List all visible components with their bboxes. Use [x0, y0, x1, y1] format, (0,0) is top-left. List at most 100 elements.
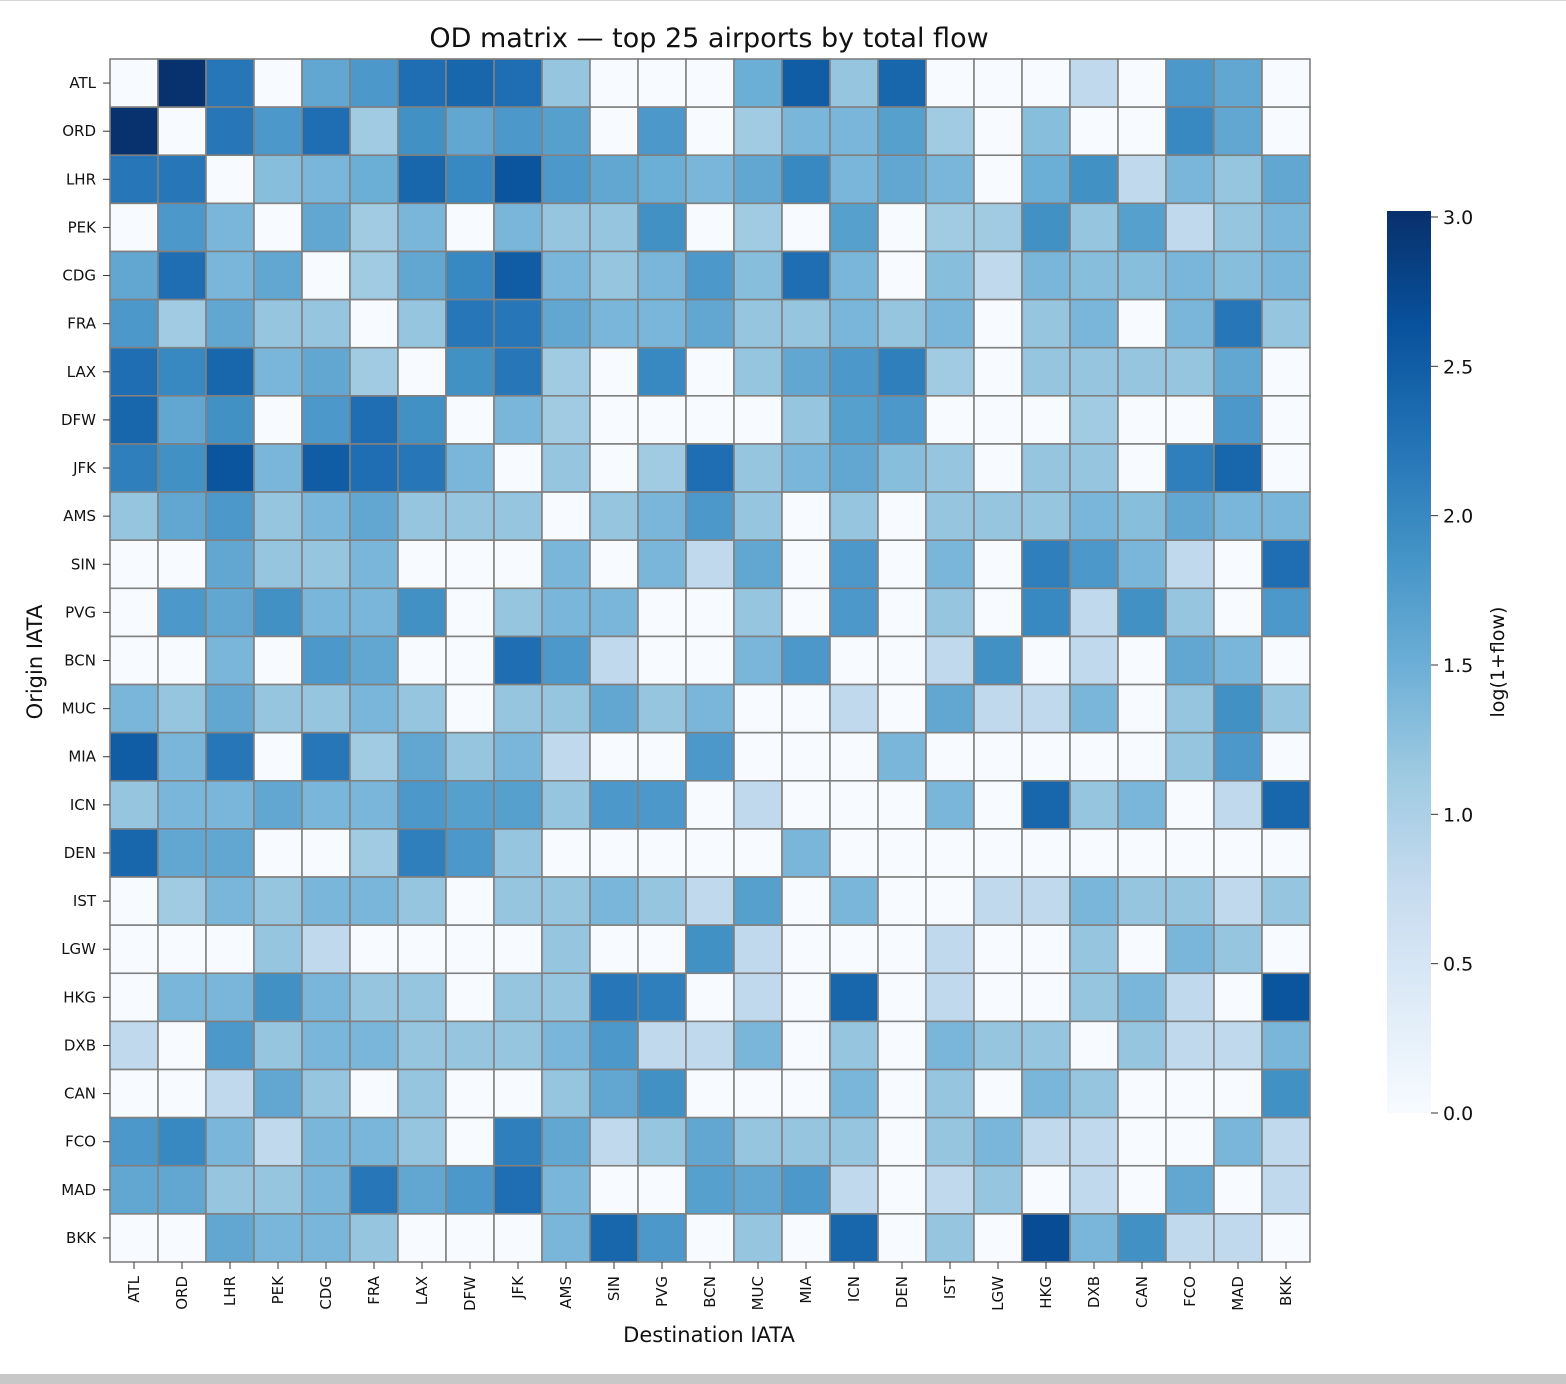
heatmap-cell-lhr-ist: [925, 154, 975, 205]
heatmap-cell-mad-mad: [1213, 1164, 1263, 1215]
heatmap-cell-ist-pek: [253, 876, 303, 926]
heatmap-cell-den-cdg: [301, 828, 351, 878]
heatmap-cell-hkg-bkk: [1261, 972, 1311, 1023]
heatmap-cell-sin-jfk: [493, 539, 543, 590]
heatmap-cell-bcn-fco: [1165, 635, 1215, 686]
heatmap-cell-pvg-ist: [925, 587, 975, 638]
heatmap-cell-ist-ams: [541, 876, 591, 926]
heatmap-cell-pek-atl: [109, 202, 159, 253]
heatmap-cell-fco-icn: [829, 1116, 879, 1167]
col-tick-labels: ATL ORD LHR PEK CDG FRA LAX DFW JFK AMS SIN PVG BCN M…: [125, 1262, 1295, 1311]
heatmap-cell-mia-fra: [349, 731, 399, 782]
heatmap-cell-dxb-ist: [925, 1020, 975, 1071]
heatmap-cell-icn-mad: [1213, 779, 1263, 830]
heatmap-cell-mia-mia: [781, 731, 831, 782]
heatmap-cell-sin-dxb: [1069, 539, 1119, 590]
heatmap-cell-bcn-bcn: [685, 635, 735, 686]
heatmap-cell-fra-jfk: [493, 298, 543, 349]
heatmap-cell-icn-dxb: [1069, 779, 1119, 830]
heatmap-cell-fra-pek: [253, 298, 303, 349]
heatmap-cell-dxb-lhr: [205, 1020, 255, 1071]
heatmap-cell-den-lax: [397, 828, 447, 878]
heatmap-cell-fco-mia: [781, 1116, 831, 1167]
heatmap-cell-mad-lhr: [205, 1164, 255, 1215]
heatmap-cell-pvg-jfk: [493, 587, 543, 638]
heatmap-cell-ord-mia: [781, 106, 831, 157]
heatmap-cell-ord-ams: [541, 106, 591, 157]
heatmap-cell-mia-can: [1117, 731, 1167, 782]
heatmap-cell-fco-pek: [253, 1116, 303, 1167]
heatmap-cell-lhr-fco: [1165, 154, 1215, 205]
heatmap-cell-ord-lax: [397, 106, 447, 157]
heatmap-cell-icn-can: [1117, 779, 1167, 830]
heatmap-cell-den-pek: [253, 828, 303, 878]
heatmap-cell-jfk-cdg: [301, 443, 351, 493]
heatmap-cell-can-mia: [781, 1068, 831, 1119]
heatmap-cell-pek-bcn: [685, 202, 735, 253]
heatmap-cell-atl-dxb: [1069, 58, 1119, 108]
heatmap-cell-bcn-icn: [829, 635, 879, 686]
heatmap-cell-mad-fco: [1165, 1164, 1215, 1215]
top-rule: [0, 0, 1566, 1]
heatmap-cell-mad-muc: [733, 1164, 783, 1215]
heatmap-cell-cdg-hkg: [1021, 250, 1071, 301]
heatmap-cell-dxb-fco: [1165, 1020, 1215, 1071]
heatmap-cell-ord-can: [1117, 106, 1167, 157]
heatmap-cell-bcn-lax: [397, 635, 447, 686]
heatmap-cell-bkk-bkk: [1261, 1213, 1311, 1263]
heatmap-cell-bkk-icn: [829, 1213, 879, 1263]
heatmap-cell-icn-mia: [781, 779, 831, 830]
heatmap-cell-lhr-can: [1117, 154, 1167, 205]
heatmap-cell-den-hkg: [1021, 828, 1071, 878]
heatmap-cell-dfw-mad: [1213, 395, 1263, 445]
heatmap-cell-icn-lhr: [205, 779, 255, 830]
heatmap-cell-bkk-den: [877, 1213, 927, 1263]
heatmap-cell-mia-sin: [589, 731, 639, 782]
heatmap-cell-hkg-muc: [733, 972, 783, 1023]
heatmap-cell-pvg-fco: [1165, 587, 1215, 638]
heatmap-cell-jfk-den: [877, 443, 927, 493]
heatmap-cell-ord-ist: [925, 106, 975, 157]
heatmap-cell-pvg-muc: [733, 587, 783, 638]
heatmap-cell-lhr-dfw: [445, 154, 495, 205]
heatmap-cell-icn-fra: [349, 779, 399, 830]
heatmap-cell-ord-dxb: [1069, 106, 1119, 157]
col-tick-label-pvg: PVG: [653, 1276, 671, 1307]
heatmap-cell-muc-jfk: [493, 683, 543, 734]
heatmap-cell-hkg-dfw: [445, 972, 495, 1023]
heatmap-cell-bkk-ord: [157, 1213, 207, 1263]
heatmap-cell-bcn-sin: [589, 635, 639, 686]
heatmap-cell-dxb-cdg: [301, 1020, 351, 1071]
heatmap-cell-fra-mad: [1213, 298, 1263, 349]
col-tick-label-fco: FCO: [1181, 1276, 1199, 1307]
heatmap-cell-den-ord: [157, 828, 207, 878]
window-bottom-scrollbar[interactable]: [0, 1374, 1566, 1384]
colorbar-tick-label: 1.0: [1443, 804, 1473, 826]
heatmap-cell-hkg-fco: [1165, 972, 1215, 1023]
heatmap-cell-muc-mia: [781, 683, 831, 734]
row-tick-label-jfk: JFK: [72, 459, 97, 477]
heatmap-cell-ord-mad: [1213, 106, 1263, 157]
heatmap-cell-mad-mia: [781, 1164, 831, 1215]
heatmap-cell-pek-jfk: [493, 202, 543, 253]
heatmap-cell-hkg-ord: [157, 972, 207, 1023]
heatmap-cell-icn-atl: [109, 779, 159, 830]
heatmap-cell-icn-ist: [925, 779, 975, 830]
heatmap-cell-fra-sin: [589, 298, 639, 349]
heatmap-cell-muc-dfw: [445, 683, 495, 734]
heatmap-cell-muc-bcn: [685, 683, 735, 734]
heatmap-cell-cdg-lgw: [973, 250, 1023, 301]
heatmap-cell-lax-ams: [541, 346, 591, 397]
heatmap-cell-bkk-hkg: [1021, 1213, 1071, 1263]
heatmap-cell-atl-bkk: [1261, 58, 1311, 108]
heatmap-cell-den-muc: [733, 828, 783, 878]
heatmap-cell-pvg-sin: [589, 587, 639, 638]
row-tick-label-pvg: PVG: [65, 603, 96, 621]
heatmap-cell-dfw-den: [877, 395, 927, 445]
heatmap-cell-pek-muc: [733, 202, 783, 253]
heatmap-cell-bcn-hkg: [1021, 635, 1071, 686]
heatmap-cell-fco-pvg: [637, 1116, 687, 1167]
heatmap-cell-sin-fra: [349, 539, 399, 590]
heatmap-cell-can-lax: [397, 1068, 447, 1119]
heatmap-cell-bcn-den: [877, 635, 927, 686]
